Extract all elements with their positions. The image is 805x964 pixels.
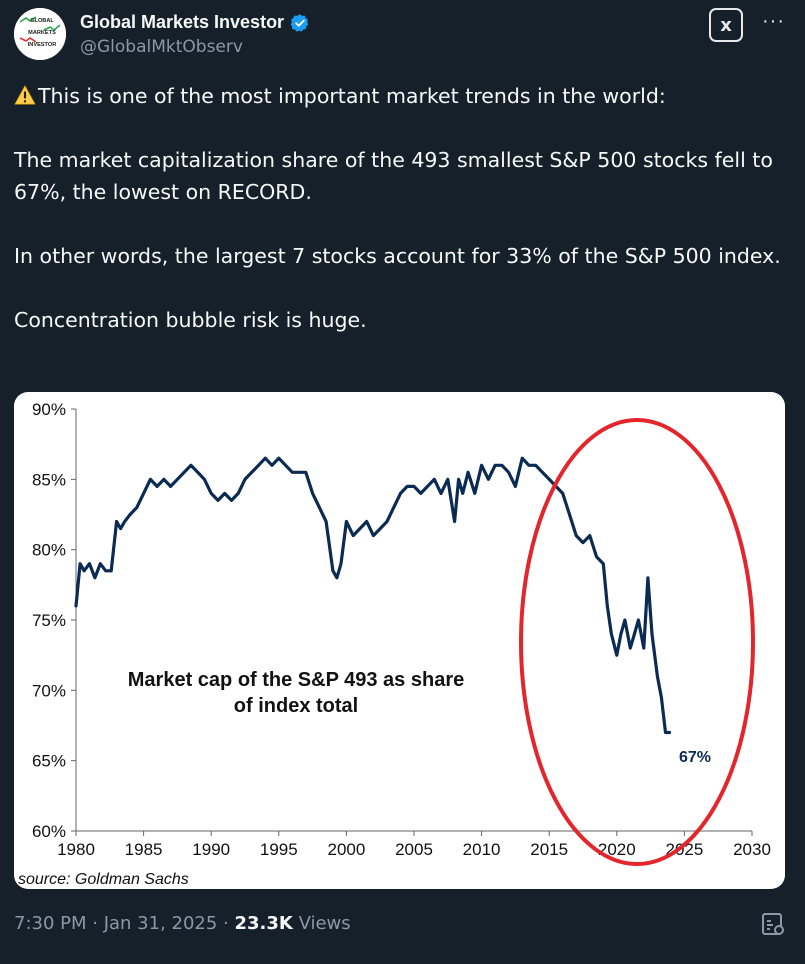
x-tick-label: 1985 — [125, 840, 163, 859]
tweet-paragraph-4: Concentration bubble risk is huge. — [14, 308, 367, 332]
verified-badge-icon — [290, 13, 309, 32]
avatar[interactable]: GLOBAL MARKETS INVESTOR — [14, 8, 66, 60]
series-line — [74, 456, 672, 735]
avatar-logo-icon: GLOBAL MARKETS INVESTOR — [14, 8, 66, 60]
y-tick-label: 75% — [32, 611, 66, 630]
warning-icon — [14, 85, 36, 105]
chart-svg: 60% 65% 70% 75% 80% 85% 90% 1980 1985 1990 1995 200… — [18, 400, 771, 888]
tweet-paragraph-3: In other words, the largest 7 stocks acc… — [14, 244, 781, 268]
chart-annotation: 67% — [679, 749, 711, 766]
more-icon[interactable]: ··· — [762, 10, 785, 33]
y-tick-label: 70% — [32, 681, 66, 700]
x-tick-label: 2025 — [665, 840, 703, 859]
x-tick-label: 2015 — [530, 840, 568, 859]
y-tick-label: 65% — [32, 752, 66, 771]
stats-icon[interactable] — [760, 911, 786, 937]
tweet-footer: 7:30 PM · Jan 31, 2025 · 23.3K Views — [14, 913, 351, 934]
y-tick-label: 90% — [32, 400, 66, 419]
more-label: ··· — [762, 10, 785, 32]
author-name[interactable]: Global Markets Investor — [80, 12, 285, 32]
tweet-paragraph-1: This is one of the most important market… — [14, 80, 794, 112]
y-tick-label: 85% — [32, 470, 66, 489]
x-tick-label: 2030 — [733, 840, 771, 859]
grok-label: x — [720, 14, 732, 36]
chart-source: source: Goldman Sachs — [18, 871, 189, 888]
x-tick-label: 1980 — [57, 840, 95, 859]
avatar-line-2: MARKETS — [28, 30, 56, 36]
tweet-text: This is one of the most important market… — [14, 80, 794, 336]
tweet-line-1: This is one of the most important market… — [38, 84, 666, 108]
chart-axes: 60% 65% 70% 75% 80% 85% 90% 1980 1985 1990 1995 200… — [32, 400, 771, 859]
x-tick-label: 1995 — [260, 840, 298, 859]
author-block: Global Markets Investor @GlobalMktObserv — [80, 12, 310, 57]
y-tick-label: 80% — [32, 541, 66, 560]
tweet-media-chart[interactable]: 60% 65% 70% 75% 80% 85% 90% 1980 1985 1990 1995 200… — [14, 392, 785, 889]
x-tick-label: 2000 — [327, 840, 365, 859]
views-count: 23.3K — [234, 913, 293, 934]
highlight-circle — [519, 418, 755, 866]
chart-title-line-1: Market cap of the S&P 493 as share — [128, 669, 464, 691]
author-name-row[interactable]: Global Markets Investor — [80, 12, 310, 33]
x-tick-label: 1990 — [192, 840, 230, 859]
x-tick-label: 2005 — [395, 840, 433, 859]
grok-icon[interactable]: x — [709, 8, 743, 42]
author-handle[interactable]: @GlobalMktObserv — [80, 37, 243, 57]
y-tick-label: 60% — [32, 822, 66, 841]
views-label: Views — [292, 913, 351, 934]
tweet-paragraph-2: The market capitalization share of the 4… — [14, 148, 773, 204]
timestamp[interactable]: 7:30 PM · Jan 31, 2025 · — [14, 913, 235, 934]
x-tick-label: 2010 — [463, 840, 501, 859]
avatar-line-1: GLOBAL — [30, 18, 54, 24]
x-tick-label: 2020 — [598, 840, 636, 859]
tweet-header: GLOBAL MARKETS INVESTOR Global Markets I… — [14, 8, 791, 60]
chart-title-line-2: of index total — [234, 695, 358, 717]
avatar-line-3: INVESTOR — [28, 42, 57, 48]
